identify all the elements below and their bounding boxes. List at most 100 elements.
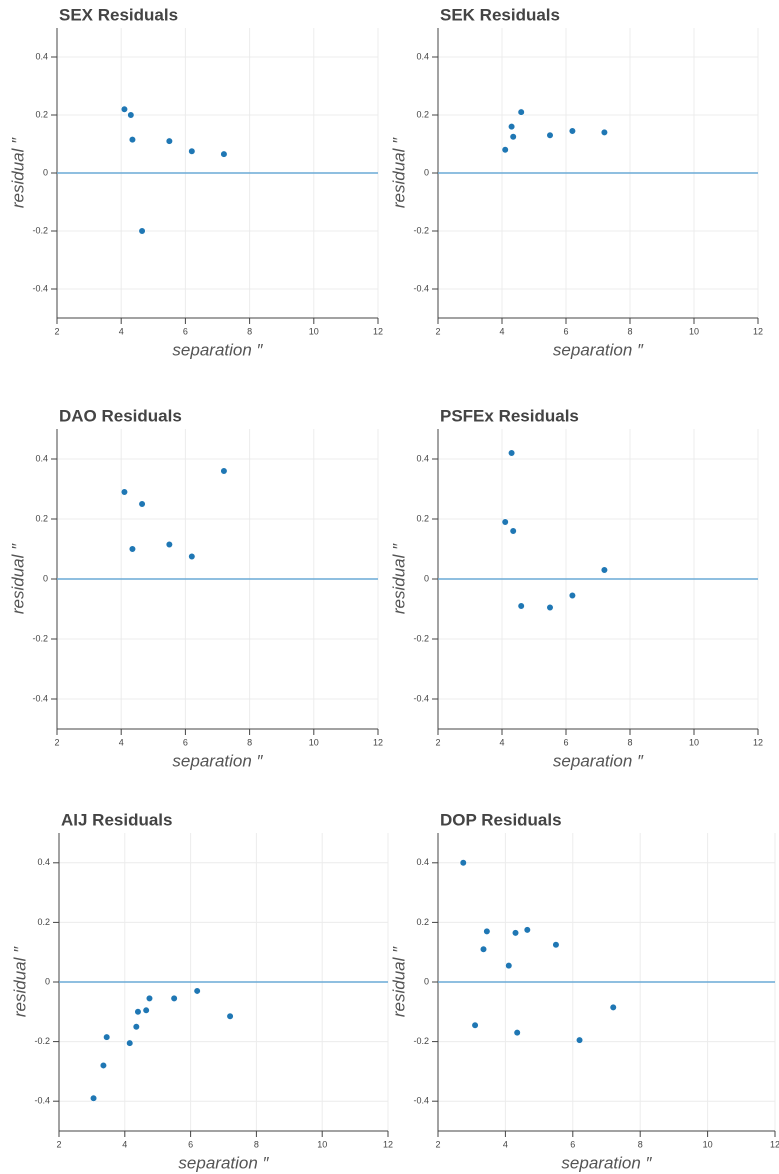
y-tick-label: 0.4 (416, 453, 429, 463)
x-tick-label: 2 (54, 737, 59, 747)
x-tick-label: 10 (703, 1139, 713, 1149)
y-tick-label: 0.4 (35, 51, 48, 61)
x-tick-label: 10 (309, 737, 319, 747)
point (508, 122, 516, 131)
y-tick-label: -0.4 (34, 1096, 50, 1106)
chart-title: DAO Residuals (59, 406, 182, 425)
y-tick-label: 0.2 (37, 917, 50, 927)
y-tick-label: -0.2 (34, 1036, 50, 1046)
x-axis-label: separation ″ (178, 1153, 269, 1172)
point (501, 518, 509, 526)
y-tick-label: 0 (424, 167, 429, 177)
x-tick-label: 12 (373, 326, 383, 336)
x-tick-label: 2 (435, 1139, 440, 1149)
point (568, 127, 577, 135)
y-axis-label: residual ″ (10, 946, 29, 1017)
point (226, 1012, 234, 1020)
point (134, 1008, 142, 1016)
y-tick-label: 0.4 (416, 857, 429, 867)
x-tick-label: 8 (627, 737, 632, 747)
x-axis-label: separation ″ (172, 340, 263, 359)
point (513, 1029, 521, 1037)
point (193, 987, 201, 995)
y-tick-label: -0.2 (32, 633, 48, 643)
point (552, 941, 560, 949)
point (511, 929, 520, 937)
point (128, 545, 137, 553)
point (471, 1021, 479, 1029)
y-tick-label: 0.4 (37, 857, 50, 867)
chart-title: SEK Residuals (440, 5, 560, 24)
x-tick-label: 8 (247, 326, 252, 336)
point (165, 540, 173, 549)
point (99, 1061, 108, 1070)
y-tick-label: -0.2 (32, 225, 48, 235)
point (600, 128, 609, 136)
x-tick-label: 12 (753, 326, 763, 336)
y-tick-label: -0.4 (32, 283, 48, 293)
point (609, 1003, 617, 1011)
x-tick-label: 2 (56, 1139, 61, 1149)
y-tick-label: -0.2 (413, 1036, 429, 1046)
point (138, 500, 146, 508)
y-tick-label: 0 (43, 167, 48, 177)
point (188, 147, 196, 155)
x-tick-label: 12 (770, 1139, 779, 1149)
point (505, 962, 513, 970)
y-tick-label: 0.2 (416, 917, 429, 927)
point (188, 552, 196, 561)
x-tick-label: 10 (689, 737, 699, 747)
chart-title: DOP Residuals (440, 810, 562, 829)
y-tick-label: -0.2 (413, 225, 429, 235)
x-tick-label: 4 (119, 326, 124, 336)
x-tick-label: 4 (119, 737, 124, 747)
point (165, 137, 173, 145)
point (483, 927, 491, 935)
point (142, 1006, 150, 1014)
x-tick-label: 8 (254, 1139, 259, 1149)
point (523, 926, 531, 934)
y-tick-label: 0 (424, 976, 429, 986)
y-tick-label: 0 (424, 573, 429, 583)
y-tick-label: 0.2 (35, 513, 48, 523)
chart-title: PSFEx Residuals (440, 406, 579, 425)
x-tick-label: 6 (563, 737, 568, 747)
x-tick-label: 2 (435, 326, 440, 336)
x-tick-label: 6 (183, 326, 188, 336)
y-axis-label: residual ″ (389, 543, 408, 614)
x-tick-label: 10 (317, 1139, 327, 1149)
x-tick-label: 4 (499, 737, 504, 747)
y-tick-label: 0.4 (35, 453, 48, 463)
x-tick-label: 6 (183, 737, 188, 747)
chart-title: SEX Residuals (59, 5, 178, 24)
point (138, 227, 146, 235)
point (546, 603, 554, 612)
y-axis-label: residual ″ (8, 543, 27, 614)
point (568, 591, 577, 600)
point (126, 1039, 134, 1047)
point (575, 1036, 584, 1044)
point (170, 994, 178, 1002)
x-tick-label: 6 (188, 1139, 193, 1149)
x-tick-label: 10 (689, 326, 699, 336)
point (89, 1094, 98, 1102)
point (509, 527, 517, 535)
point (145, 994, 154, 1002)
point (517, 108, 525, 116)
point (600, 566, 609, 574)
point (127, 111, 135, 119)
y-tick-label: 0.2 (416, 513, 429, 523)
point (479, 945, 488, 953)
y-tick-label: 0 (43, 573, 48, 583)
x-tick-label: 6 (570, 1139, 575, 1149)
point (120, 105, 129, 113)
x-tick-label: 4 (499, 326, 504, 336)
x-tick-label: 12 (373, 737, 383, 747)
x-tick-label: 2 (54, 326, 59, 336)
point (132, 1023, 140, 1031)
y-tick-label: 0.2 (35, 109, 48, 119)
y-axis-label: residual ″ (389, 137, 408, 208)
x-tick-label: 6 (563, 326, 568, 336)
point (509, 133, 517, 141)
